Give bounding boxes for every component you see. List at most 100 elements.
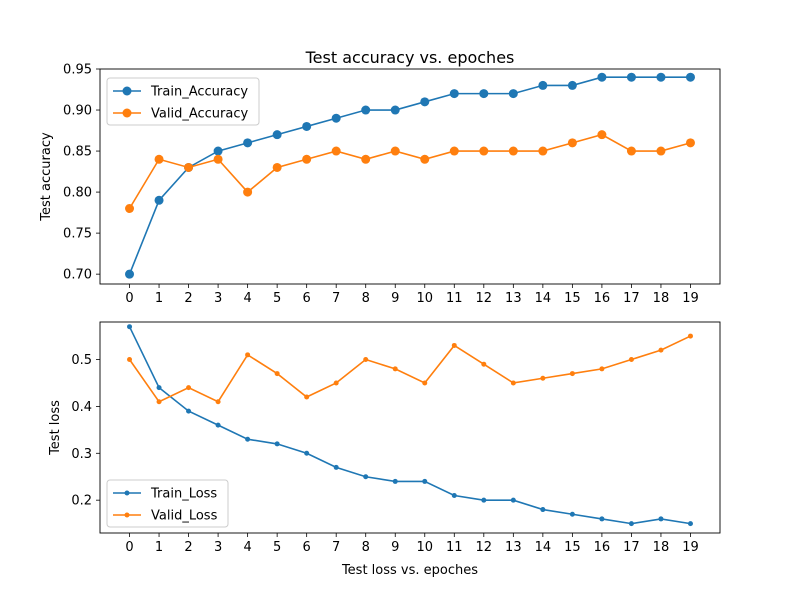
legend-marker: [124, 512, 130, 518]
y-tick-label: 0.3: [71, 447, 92, 462]
data-point: [508, 146, 518, 156]
data-point: [626, 72, 636, 82]
data-point: [361, 154, 371, 164]
data-point: [154, 154, 164, 164]
data-point: [245, 436, 251, 442]
y-tick-label: 0.80: [63, 186, 92, 201]
data-point: [628, 521, 634, 527]
data-point: [274, 441, 280, 447]
data-point: [333, 464, 339, 470]
legend-label: Valid_Loss: [151, 509, 218, 524]
x-tick-label: 1: [155, 291, 163, 306]
data-point: [127, 357, 133, 363]
y-axis-label: Test accuracy: [39, 132, 54, 222]
plot-frame: [99, 321, 721, 534]
data-point: [481, 361, 487, 367]
data-point: [687, 333, 693, 339]
data-point: [685, 72, 695, 82]
legend-marker: [124, 490, 130, 496]
data-point: [420, 154, 430, 164]
x-tick-label: 7: [332, 291, 340, 306]
data-point: [361, 105, 371, 115]
x-tick-label: 14: [535, 291, 552, 306]
data-point: [451, 342, 457, 348]
x-tick-label: 9: [391, 291, 399, 306]
data-point: [304, 394, 310, 400]
data-point: [628, 357, 634, 363]
legend-marker: [122, 86, 132, 96]
y-tick-label: 0.4: [71, 400, 92, 415]
data-point: [658, 516, 664, 522]
data-point: [422, 478, 428, 484]
x-tick-label: 13: [505, 540, 522, 555]
x-tick-label: 2: [184, 291, 192, 306]
data-point: [272, 130, 282, 140]
data-point: [599, 366, 605, 372]
x-tick-label: 16: [594, 540, 611, 555]
legend-box: [106, 77, 260, 126]
data-point: [215, 399, 221, 405]
data-point: [125, 269, 135, 279]
x-tick-label: 17: [623, 540, 640, 555]
x-tick-label: 17: [623, 291, 640, 306]
plot-frame: [99, 68, 721, 285]
data-point: [213, 154, 223, 164]
data-point: [599, 516, 605, 522]
data-point: [479, 89, 489, 99]
data-point: [331, 113, 341, 123]
y-axis-label: Test loss: [48, 400, 63, 456]
x-tick-label: 18: [653, 540, 670, 555]
data-point: [392, 478, 398, 484]
data-point: [451, 492, 457, 498]
x-tick-label: 6: [303, 291, 311, 306]
data-point: [331, 146, 341, 156]
data-point: [479, 146, 489, 156]
y-tick-label: 0.5: [71, 353, 92, 368]
y-tick-label: 0.70: [63, 268, 92, 283]
data-point: [658, 347, 664, 353]
data-point: [569, 371, 575, 377]
data-point: [508, 89, 518, 99]
data-point: [304, 450, 310, 456]
x-tick-label: 9: [391, 540, 399, 555]
data-point: [363, 474, 369, 480]
data-point: [481, 497, 487, 503]
data-point: [540, 507, 546, 513]
data-point: [420, 97, 430, 107]
data-point: [363, 357, 369, 363]
data-point: [656, 72, 666, 82]
x-tick-label: 5: [273, 540, 281, 555]
series-line-train-loss: [128, 326, 691, 525]
x-tick-label: 11: [446, 540, 463, 555]
data-point: [215, 422, 221, 428]
data-point: [449, 146, 459, 156]
data-point: [243, 138, 253, 148]
data-point: [685, 138, 695, 148]
x-tick-label: 10: [416, 291, 433, 306]
x-tick-label: 12: [476, 540, 493, 555]
data-point: [245, 352, 251, 358]
data-point: [510, 380, 516, 386]
x-tick-label: 3: [214, 291, 222, 306]
data-point: [538, 80, 548, 90]
x-tick-label: 7: [332, 540, 340, 555]
x-tick-label: 1: [155, 540, 163, 555]
data-point: [302, 154, 312, 164]
x-tick-label: 19: [682, 540, 699, 555]
data-point: [510, 497, 516, 503]
data-point: [538, 146, 548, 156]
data-point: [274, 371, 280, 377]
data-point: [156, 399, 162, 405]
x-tick-label: 4: [243, 540, 251, 555]
data-point: [656, 146, 666, 156]
legend-label: Valid_Accuracy: [151, 107, 248, 122]
loss-chart: 0 1 2 3 4 5 6 7 8 9 10 11 12 13 14 15 16 17 18 190.20.30.40…: [48, 321, 721, 578]
data-point: [626, 146, 636, 156]
data-point: [243, 187, 253, 197]
data-point: [540, 375, 546, 381]
x-tick-label: 0: [125, 540, 133, 555]
data-point: [597, 72, 607, 82]
accuracy-chart: 0 1 2 3 4 5 6 7 8 9 10 11 12 13 14 15 16 17 18 190.700.750.…: [39, 48, 721, 306]
series-line-train-accuracy: [128, 76, 691, 275]
